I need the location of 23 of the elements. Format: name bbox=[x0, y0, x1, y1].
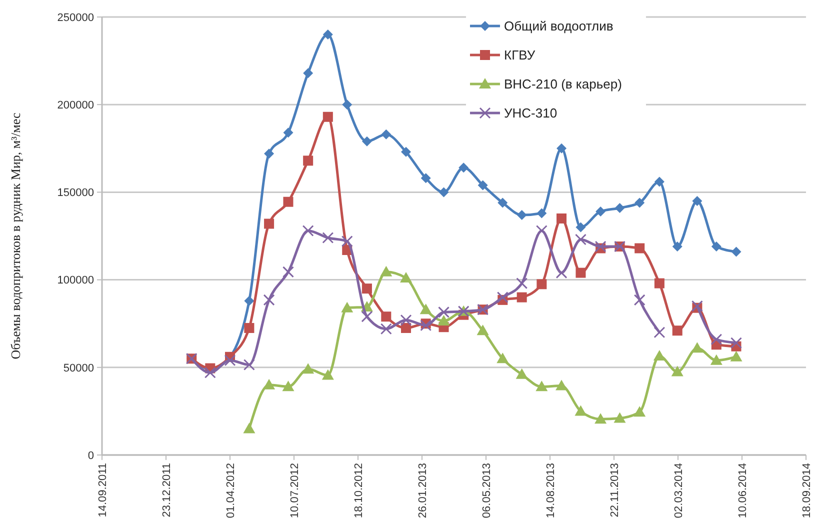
legend-label: УНС-310 bbox=[504, 106, 558, 121]
y-tick-label: 250000 bbox=[57, 12, 94, 24]
x-tick-label: 02.03.2014 bbox=[672, 463, 685, 518]
y-axis-title: Объемы водопритоков в рудник Мир, м³/мес bbox=[8, 112, 23, 360]
y-tick-label: 0 bbox=[88, 450, 94, 462]
legend-label: Общий водоотлив bbox=[504, 18, 614, 34]
y-tick-label: 100000 bbox=[57, 274, 94, 287]
x-tick-label: 14.08.2013 bbox=[544, 463, 557, 518]
y-tick-label: 200000 bbox=[57, 99, 94, 112]
x-tick-label: 10.06.2014 bbox=[736, 463, 749, 518]
x-tick-label: 23.12.2011 bbox=[160, 463, 173, 518]
x-tick-label: 10.07.2012 bbox=[288, 463, 301, 518]
y-tick-label: 150000 bbox=[57, 187, 94, 200]
x-tick-label: 22.11.2013 bbox=[608, 463, 621, 518]
x-tick-label: 06.05.2013 bbox=[480, 463, 493, 518]
y-tick-label: 50000 bbox=[63, 362, 94, 374]
x-tick-label: 14.09.2011 bbox=[96, 463, 109, 518]
x-tick-label: 26.01.2013 bbox=[416, 463, 429, 518]
x-tick-label: 01.04.2012 bbox=[224, 463, 237, 518]
x-tick-label: 18.10.2012 bbox=[352, 463, 365, 518]
x-tick-label: 18.09.2014 bbox=[800, 463, 813, 518]
legend-label: КГВУ bbox=[504, 48, 536, 63]
legend-label: ВНС-210 (в карьер) bbox=[504, 76, 622, 92]
